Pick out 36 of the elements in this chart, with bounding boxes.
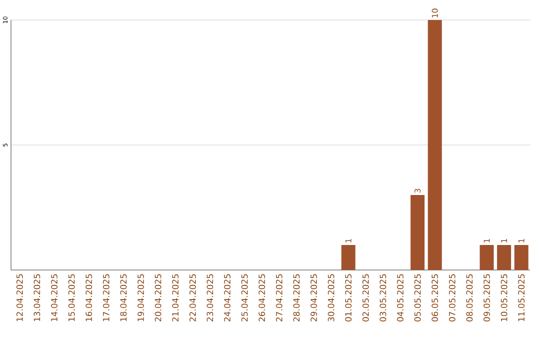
bar [497,245,512,270]
x-tick-label: 16.04.2025 [86,274,92,322]
x-tick-label: 19.04.2025 [138,274,144,322]
x-tick-label: 17.04.2025 [102,274,110,322]
x-tick-label: 29.04.2025 [310,274,317,322]
x-tick-label: 07.05.2025 [448,274,456,322]
x-tick-label: 01.05.2025 [345,274,352,322]
x-tick-label: 23.04.2025 [206,274,214,322]
x-tick-label: 04.05.2025 [397,274,404,322]
bar [514,245,528,270]
x-tick-label: 13.04.2025 [34,274,40,322]
x-tick-label: 11.05.2025 [518,274,525,322]
bar [341,245,356,270]
x-tick-label: 25.04.2025 [241,274,248,322]
bar [480,245,494,270]
x-tick-label: 22.04.2025 [189,274,196,322]
x-tick-label: 06.05.2025 [432,274,438,322]
x-tick-label: 18.04.2025 [120,274,127,322]
x-tick-label: 02.05.2025 [362,274,369,322]
x-tick-label: 28.04.2025 [293,274,300,322]
x-tick-label: 14.04.2025 [51,274,58,322]
bar [428,20,442,270]
x-tick-label: 20.04.2025 [154,274,162,322]
x-tick-label: 08.05.2025 [466,274,473,322]
x-tick-label: 24.04.2025 [224,274,230,322]
x-tick-label: 10.05.2025 [500,274,508,322]
x-tick-label: 15.04.2025 [68,274,75,322]
x-tick-label: 12.04.2025 [16,274,23,322]
x-tick-label: 21.04.2025 [172,274,179,322]
x-tick-label: 27.04.2025 [276,274,282,322]
x-tick-label: 03.05.2025 [380,274,386,322]
x-tick-label: 09.05.2025 [484,274,490,322]
x-tick-label: 05.05.2025 [414,274,421,322]
x-tick-label: 26.04.2025 [258,274,266,322]
bar [410,195,425,270]
x-tick-label: 30.04.2025 [328,274,334,322]
